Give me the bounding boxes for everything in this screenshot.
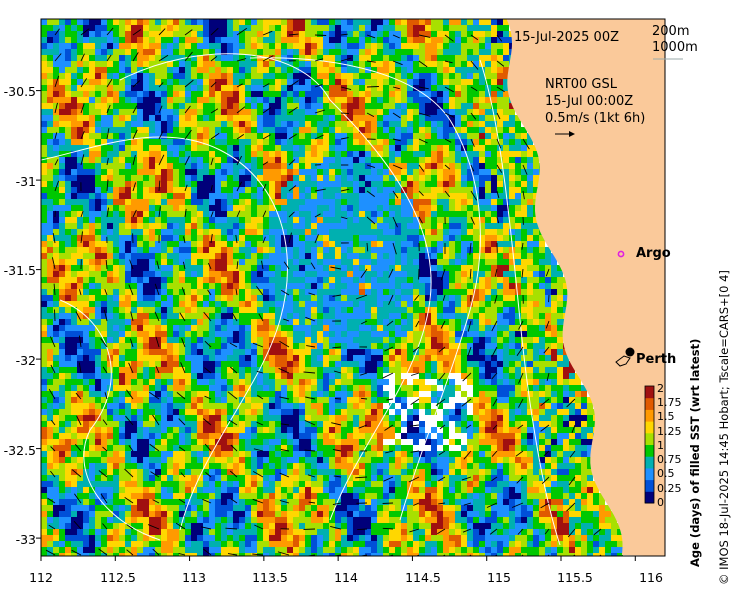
contour-legend-1000m: 1000m <box>652 40 698 55</box>
lat-tick-label: -31 <box>15 174 36 189</box>
colorbar <box>644 385 655 504</box>
overlay-line-2: 15-Jul 00:00Z <box>545 94 634 109</box>
colorbar-tick-label: 1 <box>657 439 664 452</box>
colorbar-title: Age (days) of filled SST (wrt latest) <box>688 338 702 567</box>
date-label: 15-Jul-2025 00Z <box>514 30 619 45</box>
scale-arrow-head <box>569 131 575 137</box>
sst-age-cells <box>41 19 623 556</box>
lat-tick-label: -31.5 <box>3 263 36 278</box>
lon-tick-label: 113 <box>182 570 206 585</box>
overlay-line-1: NRT00 GSL <box>545 77 617 92</box>
perth-outline <box>615 355 631 367</box>
lon-tick-label: 114.5 <box>405 570 441 585</box>
lon-tick-label: 114 <box>334 570 358 585</box>
colorbar-tick-label: 0.5 <box>657 467 675 480</box>
plot-frame <box>40 18 666 557</box>
bathymetry-contours <box>41 53 561 546</box>
current-arrows <box>45 27 602 556</box>
colorbar-tick-label: 1.25 <box>657 425 682 438</box>
lon-tick-label: 116 <box>639 570 663 585</box>
overlay-line-3: 0.5m/s (1kt 6h) <box>545 111 646 126</box>
colorbar-tick-label: 0 <box>657 496 664 509</box>
colorbar-tick-label: 1.75 <box>657 396 682 409</box>
lon-tick-label: 112.5 <box>100 570 136 585</box>
lon-tick-label: 115 <box>487 570 511 585</box>
lon-tick-label: 112 <box>29 570 53 585</box>
lat-tick-label: -33 <box>15 532 36 547</box>
perth-marker <box>625 347 635 357</box>
argo-marker <box>617 250 625 258</box>
contour-legend-200m: 200m <box>652 24 690 39</box>
credit-text: © IMOS 18-Jul-2025 14:45 Hobart; Tscale=… <box>717 270 731 585</box>
lat-tick-label: -30.5 <box>3 84 36 99</box>
lon-tick-label: 115.5 <box>557 570 593 585</box>
land-mass <box>506 19 665 556</box>
colorbar-tick-label: 0.25 <box>657 482 682 495</box>
perth-label: Perth <box>636 352 677 367</box>
argo-label: Argo <box>636 246 671 261</box>
colorbar-tick-label: 1.5 <box>657 410 675 423</box>
lat-tick-label: -32.5 <box>3 443 36 458</box>
colorbar-tick-label: 2 <box>657 382 664 395</box>
lon-tick-label: 113.5 <box>252 570 288 585</box>
colorbar-tick-label: 0.75 <box>657 453 682 466</box>
axis-ticks <box>36 90 636 561</box>
lat-tick-label: -32 <box>15 353 36 368</box>
